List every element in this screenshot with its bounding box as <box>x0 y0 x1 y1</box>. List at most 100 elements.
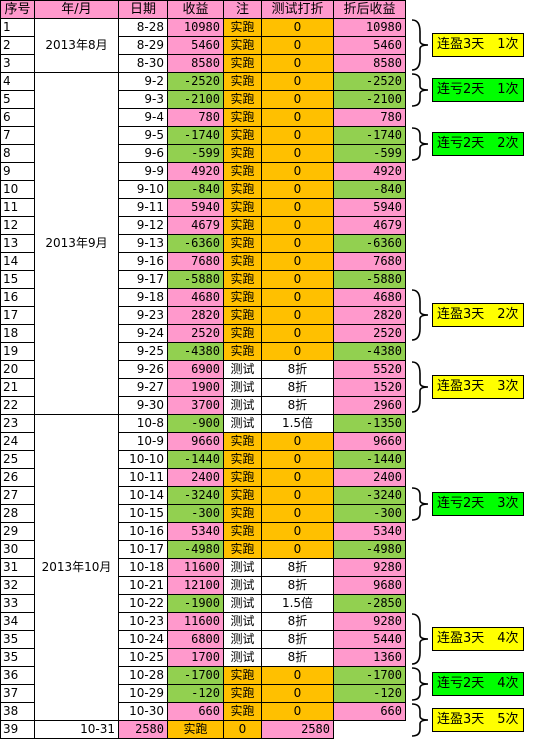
cell-after[interactable]: 780 <box>333 108 406 127</box>
cell-income[interactable]: -4380 <box>167 342 224 361</box>
cell-income[interactable]: 2520 <box>167 324 224 343</box>
cell-note[interactable]: 测试 <box>223 648 262 667</box>
cell-date[interactable]: 9-6 <box>118 144 168 163</box>
cell-discount[interactable]: 0 <box>261 540 334 559</box>
cell-discount[interactable]: 0 <box>261 234 334 253</box>
cell-seq[interactable]: 4 <box>0 72 35 91</box>
cell-date[interactable]: 8-28 <box>118 18 168 37</box>
cell-note[interactable]: 实跑 <box>223 126 262 145</box>
cell-income[interactable]: -120 <box>167 684 224 703</box>
cell-seq[interactable]: 35 <box>0 648 35 667</box>
cell-seq[interactable]: 7 <box>0 126 35 145</box>
cell-discount[interactable]: 0 <box>261 288 334 307</box>
cell-income[interactable]: 2580 <box>118 720 168 739</box>
cell-note[interactable]: 测试 <box>223 414 262 433</box>
cell-discount[interactable]: 8折 <box>261 576 334 595</box>
cell-date[interactable]: 9-11 <box>118 198 168 217</box>
cell-after[interactable]: 1520 <box>333 378 406 397</box>
cell-income[interactable]: 6800 <box>167 630 224 649</box>
cell-after[interactable]: -1700 <box>333 666 406 685</box>
cell-date[interactable]: 9-23 <box>118 306 168 325</box>
cell-after[interactable]: -6360 <box>333 234 406 253</box>
cell-income[interactable]: -1740 <box>167 126 224 145</box>
cell-seq[interactable]: 9 <box>0 162 35 181</box>
cell-seq[interactable]: 8 <box>0 144 35 163</box>
cell-note[interactable]: 实跑 <box>223 108 262 127</box>
cell-income[interactable]: -6360 <box>167 234 224 253</box>
cell-discount[interactable]: 0 <box>261 162 334 181</box>
cell-after[interactable]: -2100 <box>333 90 406 109</box>
cell-date[interactable]: 9-4 <box>118 108 168 127</box>
cell-month[interactable]: 2013年9月 <box>34 72 119 415</box>
cell-discount[interactable]: 0 <box>261 180 334 199</box>
cell-after[interactable]: -1740 <box>333 126 406 145</box>
cell-discount[interactable]: 0 <box>261 522 334 541</box>
cell-income[interactable]: -2520 <box>167 72 224 91</box>
cell-income[interactable]: -1700 <box>167 666 224 685</box>
cell-date[interactable]: 9-16 <box>118 252 168 271</box>
cell-note[interactable]: 实跑 <box>223 198 262 217</box>
cell-note[interactable]: 测试 <box>223 576 262 595</box>
cell-income[interactable]: -5880 <box>167 270 224 289</box>
cell-date[interactable]: 9-12 <box>118 216 168 235</box>
cell-note[interactable]: 测试 <box>223 594 262 613</box>
header-date[interactable]: 日期 <box>118 0 168 19</box>
cell-note[interactable]: 实跑 <box>223 684 262 703</box>
cell-seq[interactable]: 24 <box>0 432 35 451</box>
cell-note[interactable]: 实跑 <box>223 36 262 55</box>
cell-date[interactable]: 10-31 <box>34 720 119 739</box>
cell-after[interactable]: 10980 <box>333 18 406 37</box>
cell-discount[interactable]: 0 <box>261 504 334 523</box>
cell-after[interactable]: -4980 <box>333 540 406 559</box>
cell-discount[interactable]: 0 <box>261 432 334 451</box>
cell-seq[interactable]: 17 <box>0 306 35 325</box>
cell-discount[interactable]: 0 <box>261 684 334 703</box>
cell-date[interactable]: 8-30 <box>118 54 168 73</box>
cell-date[interactable]: 10-10 <box>118 450 168 469</box>
cell-after[interactable]: -2850 <box>333 594 406 613</box>
cell-income[interactable]: 2820 <box>167 306 224 325</box>
cell-date[interactable]: 10-28 <box>118 666 168 685</box>
cell-income[interactable]: 9660 <box>167 432 224 451</box>
header-discount[interactable]: 测试打折 <box>261 0 334 19</box>
cell-note[interactable]: 实跑 <box>223 522 262 541</box>
cell-after[interactable]: -2520 <box>333 72 406 91</box>
cell-date[interactable]: 10-15 <box>118 504 168 523</box>
cell-discount[interactable]: 0 <box>261 36 334 55</box>
cell-after[interactable]: 8580 <box>333 54 406 73</box>
cell-seq[interactable]: 11 <box>0 198 35 217</box>
header-after[interactable]: 折后收益 <box>333 0 406 19</box>
cell-income[interactable]: 6900 <box>167 360 224 379</box>
cell-date[interactable]: 8-29 <box>118 36 168 55</box>
cell-after[interactable]: 7680 <box>333 252 406 271</box>
cell-income[interactable]: 780 <box>167 108 224 127</box>
cell-seq[interactable]: 29 <box>0 522 35 541</box>
cell-note[interactable]: 实跑 <box>223 702 262 721</box>
cell-date[interactable]: 9-30 <box>118 396 168 415</box>
cell-seq[interactable]: 6 <box>0 108 35 127</box>
cell-seq[interactable]: 3 <box>0 54 35 73</box>
cell-date[interactable]: 10-21 <box>118 576 168 595</box>
cell-after[interactable]: -120 <box>333 684 406 703</box>
cell-discount[interactable]: 0 <box>261 324 334 343</box>
cell-seq[interactable]: 31 <box>0 558 35 577</box>
cell-seq[interactable]: 35 <box>0 630 35 649</box>
cell-after[interactable]: -599 <box>333 144 406 163</box>
cell-discount[interactable]: 0 <box>261 666 334 685</box>
cell-date[interactable]: 10-25 <box>118 648 168 667</box>
cell-date[interactable]: 9-13 <box>118 234 168 253</box>
cell-after[interactable]: 5460 <box>333 36 406 55</box>
cell-seq[interactable]: 25 <box>0 450 35 469</box>
cell-discount[interactable]: 0 <box>261 90 334 109</box>
cell-note[interactable]: 实跑 <box>223 342 262 361</box>
cell-income[interactable]: 4679 <box>167 216 224 235</box>
cell-date[interactable]: 10-23 <box>118 612 168 631</box>
cell-note[interactable]: 实跑 <box>223 54 262 73</box>
cell-after[interactable]: 2520 <box>333 324 406 343</box>
cell-seq[interactable]: 28 <box>0 504 35 523</box>
cell-discount[interactable]: 0 <box>261 252 334 271</box>
cell-after[interactable]: 5940 <box>333 198 406 217</box>
cell-discount[interactable]: 0 <box>261 216 334 235</box>
cell-after[interactable]: -1440 <box>333 450 406 469</box>
cell-note[interactable]: 实跑 <box>223 18 262 37</box>
